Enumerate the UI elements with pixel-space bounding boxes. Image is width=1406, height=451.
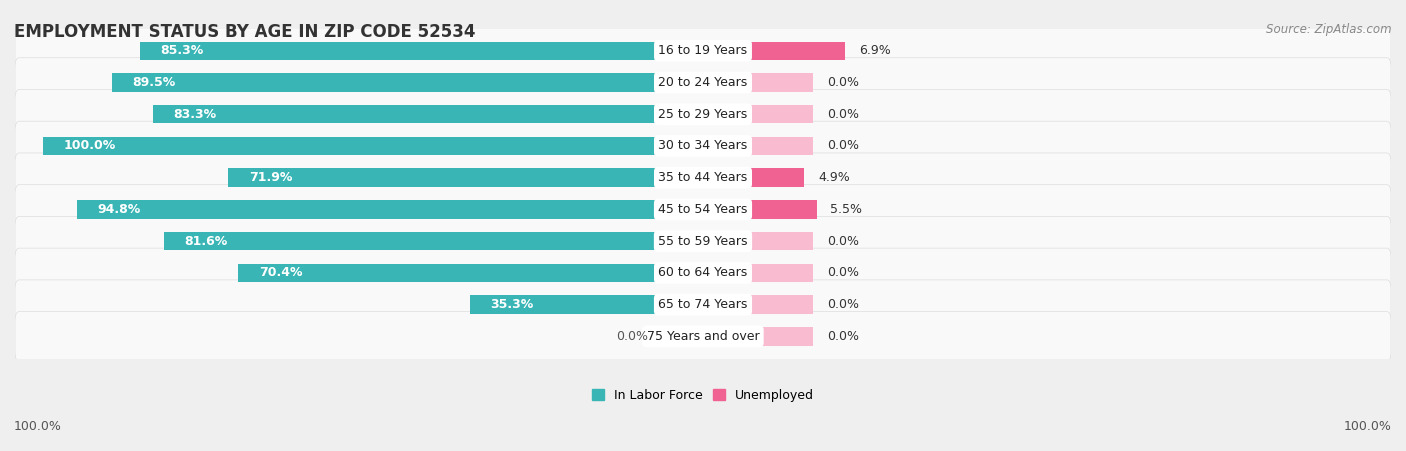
Bar (703, 73, 813, 92)
FancyBboxPatch shape (15, 121, 1391, 171)
Text: 85.3%: 85.3% (160, 44, 204, 57)
FancyBboxPatch shape (15, 312, 1391, 361)
FancyBboxPatch shape (15, 184, 1391, 234)
Text: 5.5%: 5.5% (831, 203, 862, 216)
FancyBboxPatch shape (15, 280, 1391, 329)
Bar (703, 105, 813, 124)
FancyBboxPatch shape (15, 89, 1391, 139)
Bar (139, 41, 703, 60)
Bar (703, 200, 817, 219)
Text: 71.9%: 71.9% (249, 171, 292, 184)
Text: 81.6%: 81.6% (184, 235, 228, 248)
Text: 35.3%: 35.3% (491, 298, 534, 311)
FancyBboxPatch shape (15, 216, 1391, 266)
Text: 45 to 54 Years: 45 to 54 Years (658, 203, 748, 216)
Text: 0.0%: 0.0% (827, 139, 859, 152)
Bar (703, 295, 813, 314)
Text: 0.0%: 0.0% (827, 267, 859, 280)
Bar (42, 137, 703, 155)
Text: 0.0%: 0.0% (827, 298, 859, 311)
Text: 30 to 34 Years: 30 to 34 Years (658, 139, 748, 152)
Bar (703, 232, 813, 250)
Bar (662, 327, 703, 345)
Legend: In Labor Force, Unemployed: In Labor Force, Unemployed (592, 389, 814, 402)
Bar (470, 295, 703, 314)
Bar (703, 264, 813, 282)
Text: 65 to 74 Years: 65 to 74 Years (658, 298, 748, 311)
Text: 55 to 59 Years: 55 to 59 Years (658, 235, 748, 248)
Text: Source: ZipAtlas.com: Source: ZipAtlas.com (1267, 23, 1392, 36)
Text: 0.0%: 0.0% (827, 108, 859, 121)
Text: 0.0%: 0.0% (827, 330, 859, 343)
FancyBboxPatch shape (15, 248, 1391, 298)
Text: 20 to 24 Years: 20 to 24 Years (658, 76, 748, 89)
Bar (77, 200, 703, 219)
Text: 75 Years and over: 75 Years and over (647, 330, 759, 343)
Text: 60 to 64 Years: 60 to 64 Years (658, 267, 748, 280)
Text: 35 to 44 Years: 35 to 44 Years (658, 171, 748, 184)
Text: 0.0%: 0.0% (827, 76, 859, 89)
Text: 0.0%: 0.0% (616, 330, 648, 343)
Text: 83.3%: 83.3% (173, 108, 217, 121)
Bar (228, 169, 703, 187)
Text: 100.0%: 100.0% (63, 139, 115, 152)
Bar (238, 264, 703, 282)
Text: 16 to 19 Years: 16 to 19 Years (658, 44, 748, 57)
Text: 6.9%: 6.9% (859, 44, 891, 57)
Bar (703, 137, 813, 155)
Bar (703, 327, 813, 345)
FancyBboxPatch shape (15, 58, 1391, 107)
Text: 89.5%: 89.5% (132, 76, 176, 89)
Text: EMPLOYMENT STATUS BY AGE IN ZIP CODE 52534: EMPLOYMENT STATUS BY AGE IN ZIP CODE 525… (14, 23, 475, 41)
Bar (112, 73, 703, 92)
Bar (165, 232, 703, 250)
Text: 70.4%: 70.4% (259, 267, 302, 280)
Text: 94.8%: 94.8% (97, 203, 141, 216)
Text: 100.0%: 100.0% (14, 420, 62, 433)
FancyBboxPatch shape (15, 153, 1391, 202)
Text: 100.0%: 100.0% (1344, 420, 1392, 433)
Bar (153, 105, 703, 124)
Text: 25 to 29 Years: 25 to 29 Years (658, 108, 748, 121)
FancyBboxPatch shape (15, 26, 1391, 75)
Text: 0.0%: 0.0% (827, 235, 859, 248)
Bar (703, 41, 845, 60)
Text: 4.9%: 4.9% (818, 171, 849, 184)
Bar (703, 169, 804, 187)
